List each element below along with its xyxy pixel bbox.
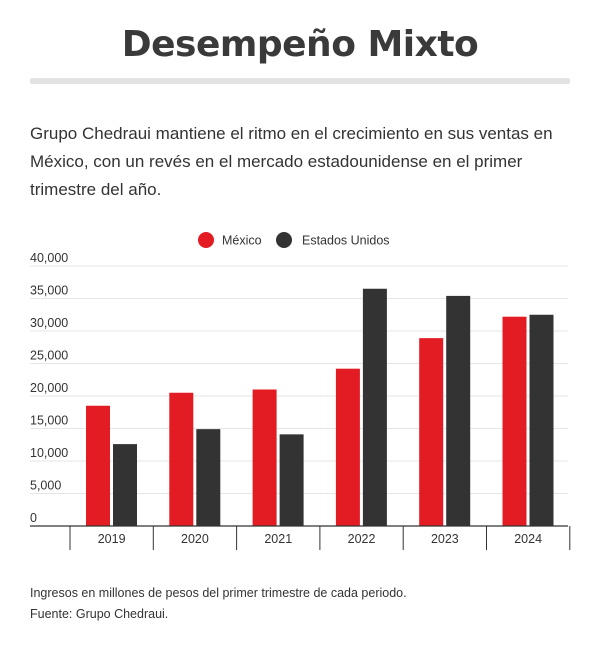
chart-bars — [86, 288, 554, 526]
x-tick-label: 2019 — [98, 532, 126, 546]
bar-estados-unidos-2019 — [113, 444, 137, 526]
bar-mexico-2023 — [419, 338, 444, 526]
y-tick-label: 10,000 — [30, 446, 68, 460]
x-tick-label: 2024 — [514, 532, 542, 546]
legend-swatch-mexico — [198, 232, 214, 248]
bar-mexico-2021 — [252, 389, 277, 526]
legend-swatch-estados-unidos — [276, 232, 292, 248]
bar-estados-unidos-2020 — [196, 429, 221, 526]
units-note: Ingresos en millones de pesos del primer… — [30, 586, 407, 600]
bar-mexico-2022 — [335, 368, 360, 526]
x-tick-label: 2023 — [431, 532, 459, 546]
legend-label-estados-unidos: Estados Unidos — [302, 234, 390, 248]
bar-estados-unidos-2023 — [446, 295, 471, 526]
y-tick-label: 40,000 — [30, 251, 68, 265]
title-divider — [30, 78, 570, 84]
chart-legend: México Estados Unidos — [198, 232, 390, 248]
bar-estados-unidos-2022 — [362, 288, 387, 526]
bar-estados-unidos-2024 — [529, 314, 554, 526]
x-tick-label: 2020 — [181, 532, 209, 546]
y-tick-label: 30,000 — [30, 316, 68, 330]
source-note: Fuente: Grupo Chedraui. — [30, 607, 169, 621]
bar-estados-unidos-2021 — [279, 434, 304, 526]
chart-subtitle: Grupo Chedraui mantiene el ritmo en el c… — [30, 124, 553, 199]
x-axis: 2019 2020 2021 2022 2023 2024 — [30, 525, 571, 550]
y-tick-label: 35,000 — [30, 284, 68, 298]
legend-label-mexico: México — [222, 234, 262, 248]
x-tick-label: 2021 — [264, 532, 292, 546]
bar-mexico-2020 — [169, 392, 194, 526]
bar-chart: México Estados Unidos 0 5,000 10,000 15,000 2… — [30, 232, 571, 550]
y-tick-label: 15,000 — [30, 414, 68, 428]
y-tick-label: 25,000 — [30, 349, 68, 363]
y-tick-label: 0 — [30, 511, 37, 525]
x-tick-label: 2022 — [348, 532, 376, 546]
bar-mexico-2024 — [502, 316, 527, 526]
y-tick-label: 5,000 — [30, 479, 61, 493]
page-title: Desempeño Mixto — [121, 24, 479, 65]
bar-mexico-2019 — [86, 405, 110, 526]
y-tick-label: 20,000 — [30, 381, 68, 395]
chart-notes: Ingresos en millones de pesos del primer… — [30, 583, 570, 625]
y-axis-labels: 0 5,000 10,000 15,000 20,000 25,000 30,000 35,0… — [30, 251, 68, 525]
